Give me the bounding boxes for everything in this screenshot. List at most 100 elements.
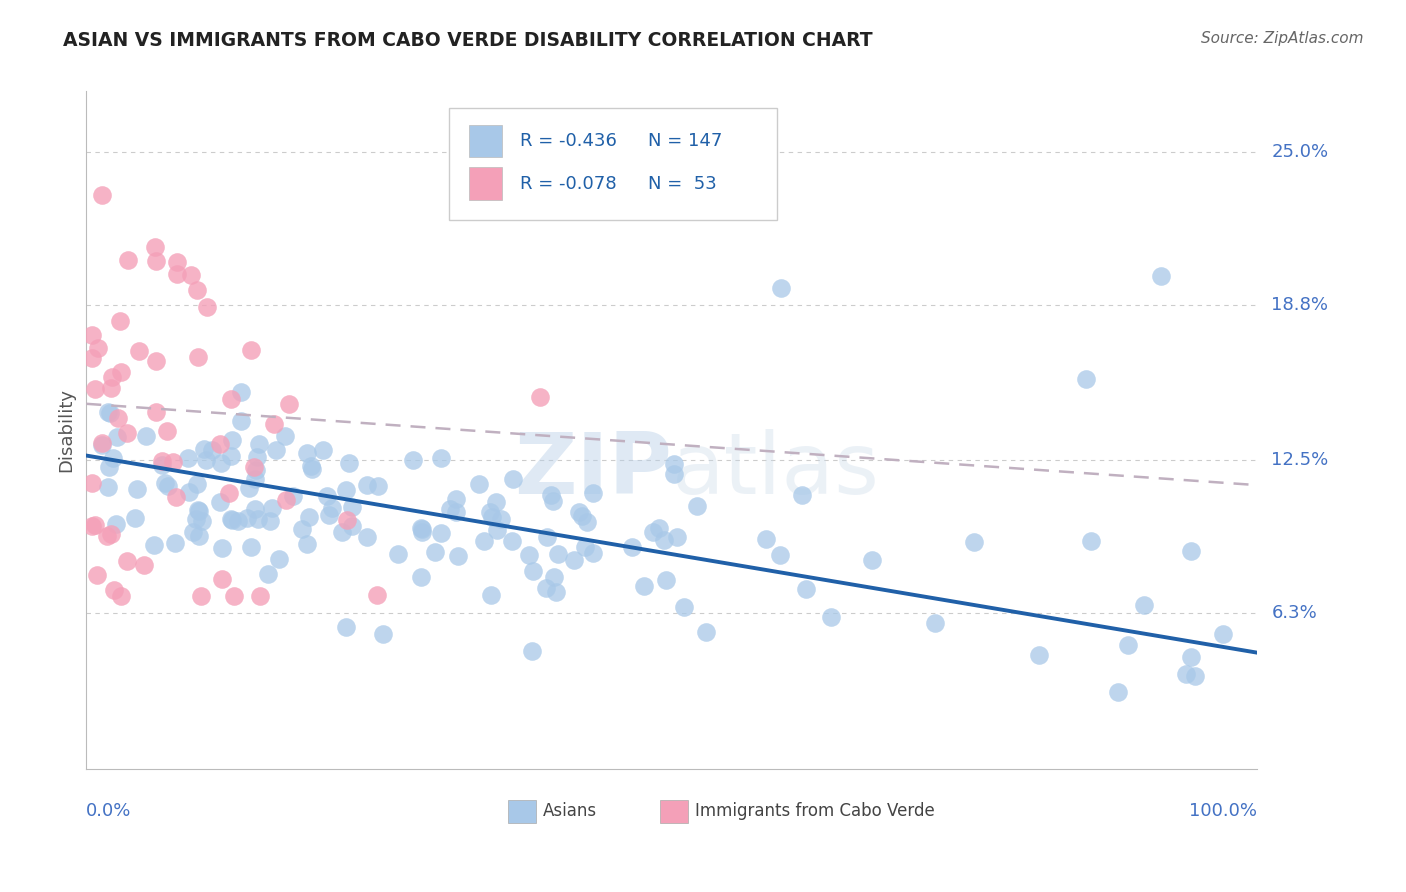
- Point: [1132, 598, 1154, 612]
- Point: [134, 558, 156, 572]
- Point: [222, 589, 245, 603]
- Point: [924, 615, 946, 630]
- Point: [98, 406, 121, 420]
- Text: atlas: atlas: [672, 429, 880, 512]
- Point: [211, 572, 233, 586]
- Point: [221, 392, 243, 406]
- Point: [769, 548, 792, 562]
- Point: [695, 624, 717, 639]
- Point: [546, 585, 568, 599]
- Point: [1080, 533, 1102, 548]
- Point: [166, 254, 188, 268]
- Point: [84, 518, 107, 533]
- Point: [187, 350, 209, 364]
- Point: [246, 450, 269, 465]
- Point: [191, 514, 214, 528]
- Point: [135, 429, 157, 443]
- Point: [340, 500, 363, 514]
- Point: [582, 547, 605, 561]
- Point: [402, 453, 425, 467]
- Point: [274, 492, 297, 507]
- Point: [115, 426, 138, 441]
- Point: [411, 520, 433, 534]
- Point: [209, 456, 232, 470]
- Point: [290, 522, 312, 536]
- Point: [1212, 627, 1234, 641]
- Text: ASIAN VS IMMIGRANTS FROM CABO VERDE DISABILITY CORRELATION CHART: ASIAN VS IMMIGRANTS FROM CABO VERDE DISA…: [63, 31, 873, 50]
- Point: [221, 433, 243, 447]
- Point: [245, 463, 267, 477]
- Point: [263, 417, 285, 431]
- Point: [82, 519, 104, 533]
- Point: [792, 488, 814, 502]
- Text: 0.0%: 0.0%: [86, 803, 132, 821]
- Point: [321, 500, 343, 515]
- Point: [91, 438, 114, 452]
- Point: [485, 523, 508, 537]
- Point: [468, 477, 491, 491]
- Point: [298, 510, 321, 524]
- Point: [489, 512, 512, 526]
- Point: [444, 504, 467, 518]
- Point: [1074, 372, 1097, 386]
- Point: [247, 512, 270, 526]
- Point: [501, 534, 523, 549]
- Point: [177, 451, 200, 466]
- Point: [1184, 669, 1206, 683]
- Point: [439, 502, 461, 516]
- Point: [264, 442, 287, 457]
- Point: [574, 540, 596, 554]
- Point: [318, 508, 340, 522]
- Y-axis label: Disability: Disability: [58, 388, 75, 472]
- Point: [297, 537, 319, 551]
- Point: [183, 524, 205, 539]
- Point: [165, 536, 187, 550]
- Point: [238, 482, 260, 496]
- Point: [534, 582, 557, 596]
- Point: [547, 547, 569, 561]
- Point: [103, 582, 125, 597]
- Point: [145, 254, 167, 268]
- Point: [100, 381, 122, 395]
- Point: [236, 511, 259, 525]
- Point: [267, 552, 290, 566]
- Point: [211, 541, 233, 555]
- Point: [82, 327, 104, 342]
- Point: [1028, 648, 1050, 662]
- FancyBboxPatch shape: [470, 168, 502, 200]
- Point: [108, 314, 131, 328]
- Point: [315, 490, 337, 504]
- Point: [481, 510, 503, 524]
- FancyBboxPatch shape: [661, 800, 689, 822]
- Point: [295, 446, 318, 460]
- Point: [274, 429, 297, 443]
- Point: [243, 460, 266, 475]
- Point: [1108, 685, 1130, 699]
- Point: [186, 476, 208, 491]
- Point: [110, 589, 132, 603]
- Point: [367, 479, 389, 493]
- Point: [110, 365, 132, 379]
- Point: [411, 525, 433, 540]
- Point: [259, 515, 281, 529]
- Point: [411, 523, 433, 537]
- Point: [330, 525, 353, 540]
- Point: [672, 600, 695, 615]
- Point: [156, 424, 179, 438]
- Point: [430, 451, 453, 466]
- Point: [283, 489, 305, 503]
- Point: [335, 483, 357, 497]
- Text: 100.0%: 100.0%: [1189, 803, 1257, 821]
- Point: [128, 343, 150, 358]
- Point: [219, 449, 242, 463]
- Point: [257, 567, 280, 582]
- Point: [193, 442, 215, 457]
- Point: [157, 479, 180, 493]
- Point: [662, 457, 685, 471]
- Point: [221, 514, 243, 528]
- Point: [529, 391, 551, 405]
- Point: [218, 486, 240, 500]
- Point: [430, 526, 453, 541]
- Point: [262, 500, 284, 515]
- Point: [153, 476, 176, 491]
